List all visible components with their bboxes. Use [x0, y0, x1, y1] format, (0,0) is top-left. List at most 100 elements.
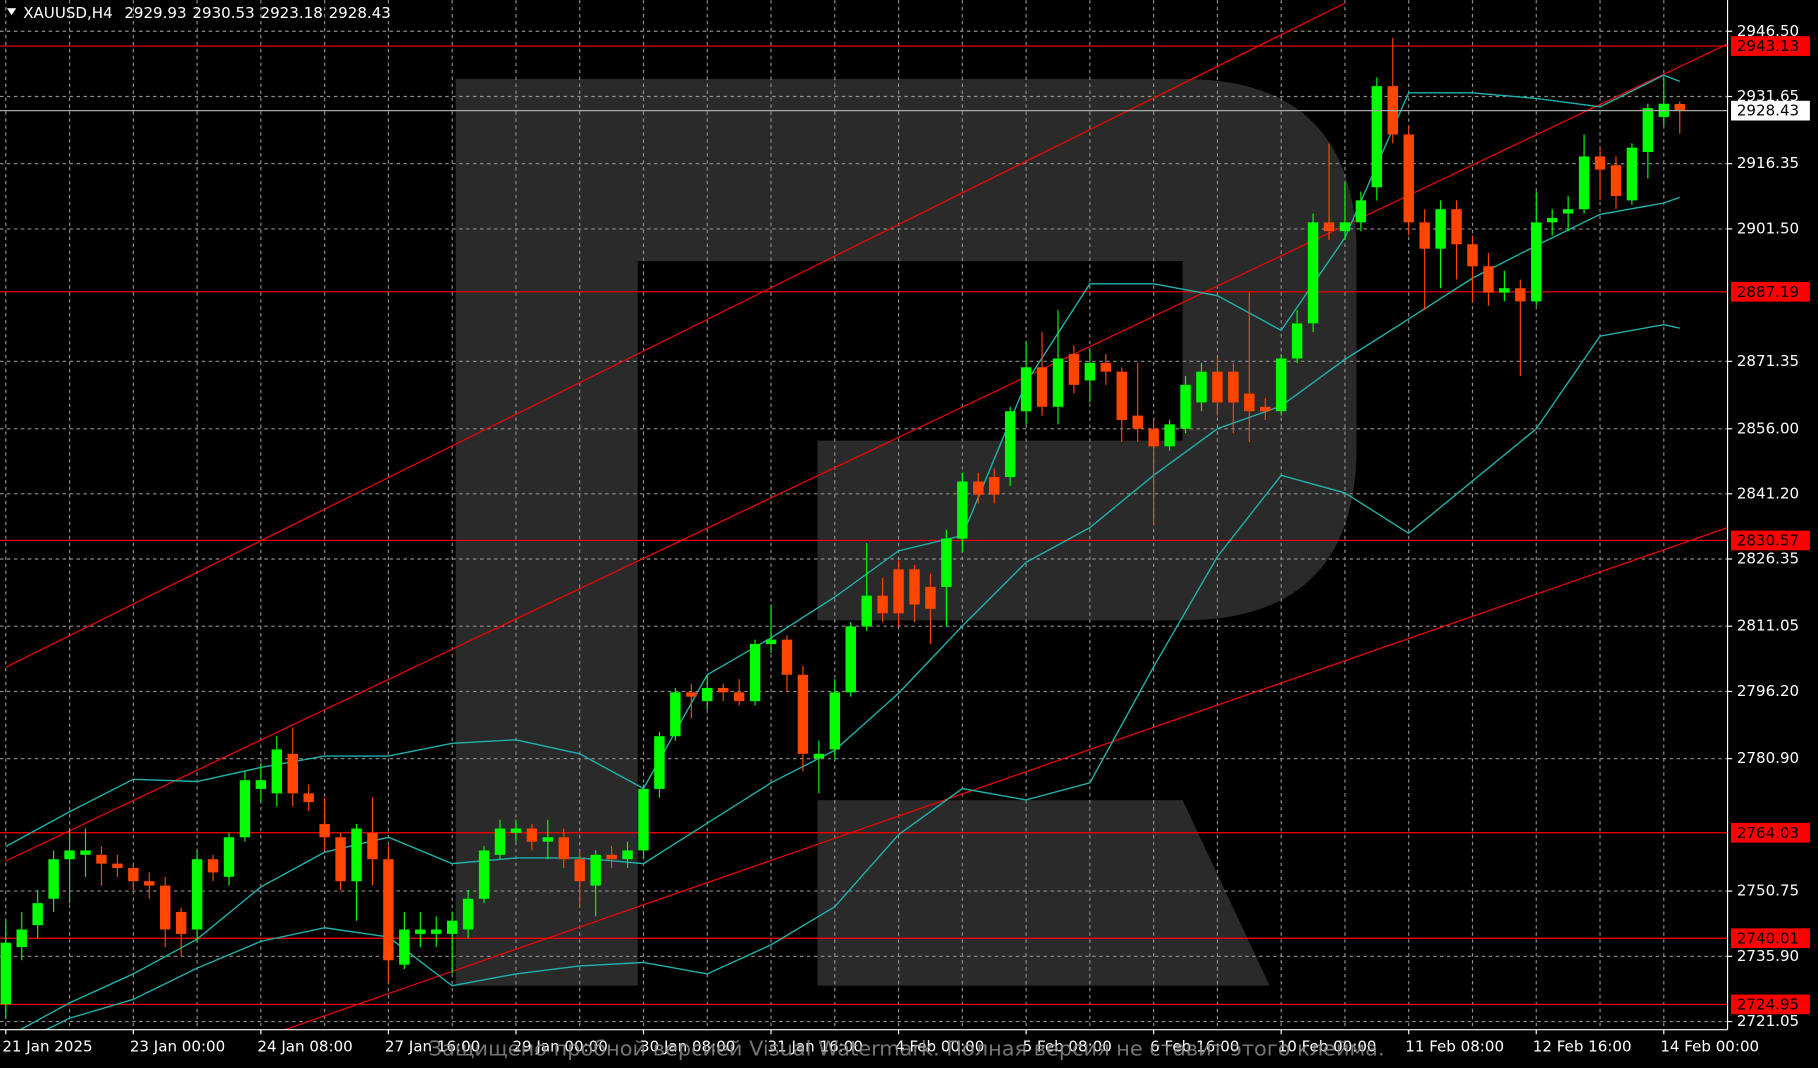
menu-triangle — [6, 8, 17, 16]
candle-body — [574, 859, 585, 882]
candle-body — [1642, 108, 1654, 153]
y-tick-label: 2901.50 — [1737, 219, 1799, 237]
candle-body — [893, 569, 904, 614]
y-tick-label: 2721.05 — [1737, 1012, 1799, 1030]
candle-body — [749, 644, 761, 702]
labels: 2946.50 2931.65 2916.35 2901.50 2871.35 2856.… — [2, 22, 1810, 1056]
candle-body — [223, 837, 235, 877]
x-tick-label: 5 Feb 08:00 — [1023, 1038, 1112, 1056]
x-tick-label: 31 Jan 16:00 — [768, 1038, 863, 1056]
candle-body — [446, 920, 458, 934]
candle-body — [1100, 362, 1112, 372]
x-tick-label: 12 Feb 16:00 — [1533, 1038, 1632, 1056]
candle-body — [845, 626, 856, 693]
candle-body — [1467, 244, 1478, 267]
candle-body — [478, 850, 490, 899]
candle-body — [510, 828, 522, 833]
candle-body — [1275, 358, 1287, 412]
level-label-box — [1731, 530, 1810, 551]
candle-body — [1132, 415, 1143, 429]
candle-body — [1499, 288, 1510, 293]
chart-header: XAUUSD,H4 2929.93 2930.53 2923.18 2928.43 — [23, 3, 391, 21]
candle-body — [973, 481, 984, 495]
candle-body — [1323, 222, 1335, 232]
candle-body — [1116, 371, 1127, 420]
candle-body — [1562, 209, 1574, 214]
candle-body — [989, 477, 1000, 495]
candle-body — [813, 753, 825, 759]
candle-body — [32, 903, 43, 926]
candle-body — [1403, 134, 1414, 223]
y-tick-label: 2780.90 — [1737, 749, 1799, 767]
level-label: 2740.01 — [1737, 929, 1799, 947]
candle-body — [781, 639, 793, 675]
candle-body — [1084, 362, 1096, 381]
candle-body — [1355, 200, 1367, 223]
candle-body — [1339, 222, 1351, 232]
candle-body — [462, 898, 474, 930]
candle-body — [1164, 424, 1175, 447]
candle-body — [1546, 217, 1558, 223]
candle-body — [1196, 371, 1207, 403]
level-label-box — [1731, 994, 1810, 1015]
candle-body — [733, 692, 745, 702]
x-tick-label: 6 Feb 16:00 — [1150, 1038, 1239, 1056]
y-tick-label: 2826.35 — [1737, 550, 1799, 568]
level-label: 2830.57 — [1737, 532, 1799, 550]
candle-body — [1291, 323, 1303, 359]
x-tick-label: 23 Jan 00:00 — [130, 1038, 225, 1056]
y-tick-label: 2796.20 — [1737, 682, 1799, 700]
x-tick-label: 14 Feb 00:00 — [1660, 1038, 1759, 1056]
bid-label-box — [1731, 100, 1810, 121]
x-tick-label: 4 Feb 00:00 — [895, 1038, 984, 1056]
bid-label: 2928.43 — [1737, 102, 1799, 120]
trend-line — [5, 43, 1728, 862]
plot-area — [0, 2, 1728, 1030]
level-label-box — [1731, 928, 1810, 949]
candle-body — [207, 859, 219, 873]
candle-body — [415, 929, 426, 934]
candle-body — [622, 850, 633, 860]
level-label: 2887.19 — [1737, 283, 1799, 301]
x-tick-label: 21 Jan 2025 — [2, 1038, 92, 1056]
candle-body — [128, 868, 139, 882]
y-tick-label: 2856.00 — [1737, 419, 1799, 437]
candle-body — [1531, 222, 1542, 302]
candle-body — [1435, 209, 1446, 249]
candle-body — [351, 828, 362, 882]
y-tick-label: 2750.75 — [1737, 882, 1799, 900]
candle-body — [877, 595, 888, 614]
candle-body — [191, 859, 203, 930]
candle-body — [335, 837, 346, 882]
candle-body — [367, 832, 378, 860]
candle-body — [1020, 367, 1032, 412]
x-tick-label: 30 Jan 08:00 — [640, 1038, 735, 1056]
candle-body — [797, 674, 809, 754]
y-tick-label: 2931.65 — [1737, 87, 1799, 105]
candle-body — [606, 854, 617, 860]
candle-body — [638, 788, 649, 851]
candle-body — [957, 481, 968, 539]
candle-body — [494, 828, 506, 855]
candle-body — [941, 538, 952, 587]
trend-line — [284, 527, 1728, 1030]
watermark-text: Защищено пробной версией Visual Watermar… — [429, 1036, 1385, 1060]
trend-line — [5, 2, 1346, 668]
candle-body — [1371, 86, 1383, 188]
y-tick-label: 2871.35 — [1737, 352, 1799, 370]
candle-body — [1004, 411, 1016, 478]
candle-body — [829, 692, 841, 750]
candle-body — [1674, 104, 1685, 111]
candle-body — [1610, 165, 1622, 196]
level-label-box — [1731, 36, 1810, 56]
header-field: 2930.53 — [192, 3, 254, 21]
candle-body — [96, 854, 107, 864]
candle-body — [686, 692, 697, 697]
header-field: XAUUSD,H4 — [23, 3, 113, 21]
logo-leg — [817, 800, 1270, 986]
candle-body — [1578, 156, 1590, 210]
candle-body — [431, 929, 442, 934]
candle-body — [925, 586, 936, 609]
